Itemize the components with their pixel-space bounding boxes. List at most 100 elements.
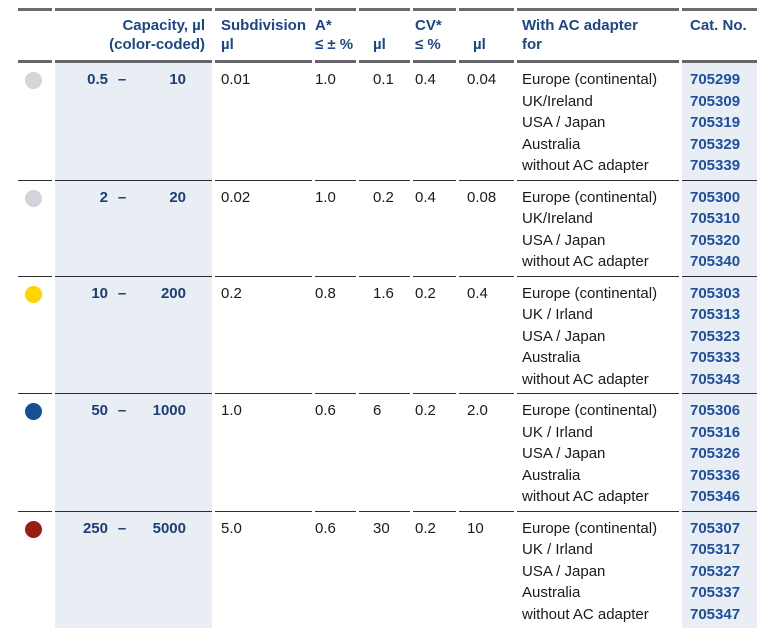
adapter-variant: Australia xyxy=(522,349,581,366)
cv-pct-cell: 0.2 xyxy=(413,275,456,393)
header-accuracy-ul: µl xyxy=(359,8,410,63)
cat-no: 705313 xyxy=(690,306,741,323)
color-code-cell xyxy=(18,179,52,276)
cat-no-cell: 705306 705316 705326 705336 705346 xyxy=(682,393,757,511)
adapter-variants-cell: Europe (continental) UK / Irland USA / Jap… xyxy=(517,393,679,511)
subdivision-cell: 1.0 xyxy=(215,393,312,511)
capacity-max: 5000 xyxy=(152,519,186,537)
cat-no: 705343 xyxy=(690,370,741,388)
color-code-cell xyxy=(18,275,52,393)
cat-no-cell: 705307 705317 705327 705337 705347 xyxy=(682,510,757,628)
cv-ul-cell: 10 xyxy=(459,510,514,628)
cat-no: 705300 xyxy=(690,188,741,206)
subdivision-cell: 5.0 xyxy=(215,510,312,628)
accuracy-pct-cell: 0.6 xyxy=(315,510,356,628)
cat-no: 705329 xyxy=(690,135,741,153)
accuracy-pct-cell: 1.0 xyxy=(315,63,356,180)
cat-no-cell: 705303 705313 705323 705333 705343 xyxy=(682,275,757,393)
cat-no: 705339 xyxy=(690,157,741,174)
cat-no: 705327 xyxy=(690,562,741,580)
cat-no: 705333 xyxy=(690,349,741,366)
cat-no-cell: 705299 705309 705319 705329 705339 xyxy=(682,63,757,180)
cat-no: 705310 xyxy=(690,210,741,227)
capacity-max: 1000 xyxy=(152,402,186,419)
range-dash: – xyxy=(117,519,127,537)
accuracy-ul-cell: 1.6 xyxy=(359,275,410,393)
adapter-variants-cell: Europe (continental) UK / Irland USA / Jap… xyxy=(517,510,679,628)
adapter-variant: USA / Japan xyxy=(522,445,606,462)
cv-ul-cell: 0.04 xyxy=(459,63,514,180)
adapter-variant: USA / Japan xyxy=(522,562,606,580)
adapter-variant: without AC adapter xyxy=(522,605,649,623)
accuracy-ul-cell: 0.2 xyxy=(359,179,410,276)
adapter-variant: UK/Ireland xyxy=(522,92,593,110)
table-header: Capacity, µl (color-coded) Subdivision µ… xyxy=(18,8,757,63)
cv-ul-cell: 0.4 xyxy=(459,275,514,393)
header-subdivision: Subdivision µl xyxy=(215,8,312,63)
accuracy-ul-cell: 30 xyxy=(359,510,410,628)
table-row: 50–1000 1.0 0.6 6 0.2 2.0 Europe (continental)… xyxy=(18,393,757,511)
cat-no: 705303 xyxy=(690,284,741,302)
cv-ul-cell: 0.08 xyxy=(459,179,514,276)
cat-no: 705320 xyxy=(690,231,741,249)
adapter-variant: Europe (continental) xyxy=(522,402,658,419)
capacity-range-cell: 10– 200 xyxy=(55,275,212,393)
capacity-min: 0.5 xyxy=(87,71,108,88)
capacity-min: 250 xyxy=(82,519,108,537)
capacity-min: 10 xyxy=(91,284,108,302)
capacity-range-cell: 250– 5000 xyxy=(55,510,212,628)
adapter-variant: USA / Japan xyxy=(522,231,606,249)
cat-no: 705336 xyxy=(690,466,741,484)
adapter-variant: UK / Irland xyxy=(522,306,593,323)
cat-no: 705309 xyxy=(690,92,741,110)
capacity-range-cell: 50– 1000 xyxy=(55,393,212,511)
adapter-variant: without AC adapter xyxy=(522,370,649,388)
adapter-variant: Australia xyxy=(522,584,581,601)
adapter-variant: UK/Ireland xyxy=(522,210,593,227)
capacity-max: 20 xyxy=(169,188,186,206)
cat-no: 705319 xyxy=(690,114,741,131)
adapter-variant: without AC adapter xyxy=(522,253,649,270)
adapter-variant: USA / Japan xyxy=(522,327,606,345)
adapter-variant: Europe (continental) xyxy=(522,188,658,206)
table-row: 2–20 0.02 1.0 0.2 0.4 0.08 Europe (continental… xyxy=(18,179,757,276)
color-code-dot-red xyxy=(25,520,42,538)
subdivision-cell: 0.01 xyxy=(215,63,312,180)
adapter-variant: Australia xyxy=(522,466,581,484)
color-code-dot-blue xyxy=(25,403,42,420)
table-row: 10–200 0.2 0.8 1.6 0.2 0.4 Europe (continental… xyxy=(18,275,757,393)
subdivision-cell: 0.2 xyxy=(215,275,312,393)
capacity-range: 10– 200 xyxy=(55,283,212,305)
adapter-variant: Australia xyxy=(522,135,581,153)
header-ac-adapter: With AC adapter for xyxy=(517,8,679,63)
capacity-max: 200 xyxy=(160,284,186,302)
cv-ul-cell: 2.0 xyxy=(459,393,514,511)
accuracy-pct-cell: 1.0 xyxy=(315,179,356,276)
range-dash: – xyxy=(117,188,127,206)
cat-no: 705347 xyxy=(690,605,741,623)
accuracy-ul-cell: 0.1 xyxy=(359,63,410,180)
color-code-cell xyxy=(18,510,52,628)
accuracy-pct-cell: 0.6 xyxy=(315,393,356,511)
capacity-min: 2 xyxy=(99,188,108,206)
capacity-range-cell: 0.5– 10 xyxy=(55,63,212,180)
adapter-variants-cell: Europe (continental) UK/Ireland USA / Japa… xyxy=(517,63,679,180)
cat-no: 705299 xyxy=(690,71,741,88)
adapter-variant: UK / Irland xyxy=(522,541,593,558)
accuracy-pct-cell: 0.8 xyxy=(315,275,356,393)
adapter-variant: without AC adapter xyxy=(522,157,649,174)
range-dash: – xyxy=(117,402,127,419)
adapter-variant: without AC adapter xyxy=(522,488,649,505)
cat-no: 705307 xyxy=(690,519,741,537)
range-dash: – xyxy=(117,284,127,302)
cat-no: 705316 xyxy=(690,423,741,441)
cat-no: 705340 xyxy=(690,253,741,270)
table-row: 250–5000 5.0 0.6 30 0.2 10 Europe (continental… xyxy=(18,510,757,628)
adapter-variants-cell: Europe (continental) UK / Irland USA / Jap… xyxy=(517,275,679,393)
color-code-dot-grey xyxy=(25,189,42,207)
pipette-spec-table: Capacity, µl (color-coded) Subdivision µ… xyxy=(15,8,760,628)
cv-pct-cell: 0.2 xyxy=(413,393,456,511)
cat-no: 705306 xyxy=(690,402,741,419)
header-accuracy: A* ≤ ± % xyxy=(315,8,356,63)
header-cv: CV* ≤ % xyxy=(413,8,456,63)
